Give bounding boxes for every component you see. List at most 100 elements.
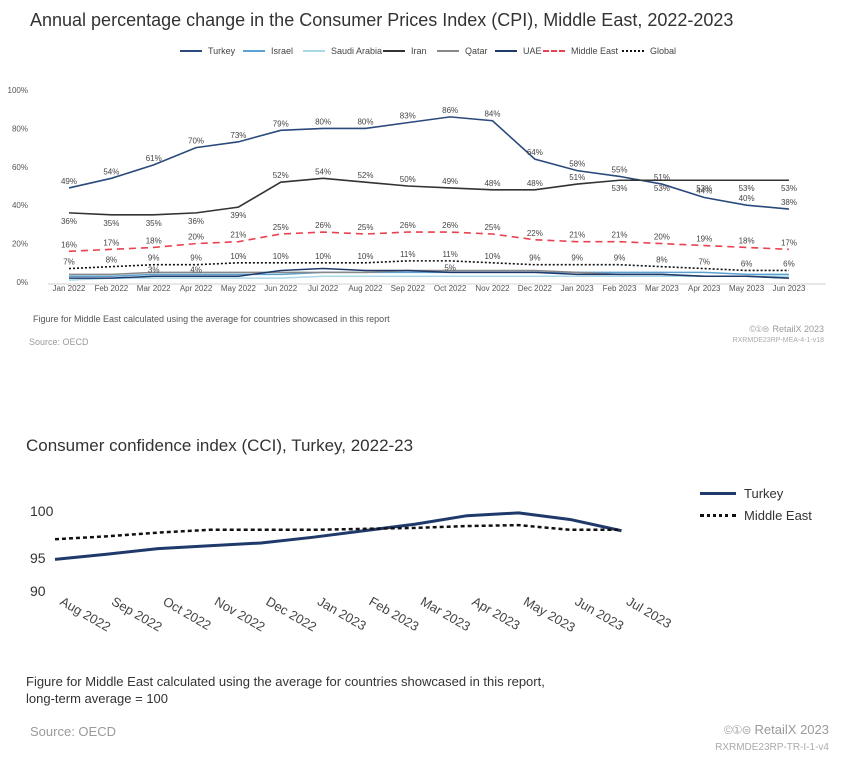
data-label: 22% xyxy=(527,229,543,238)
chart2-legend: Turkey Middle East xyxy=(700,482,812,526)
data-label: 5% xyxy=(444,263,456,272)
data-label: 19% xyxy=(696,235,712,244)
data-label: 21% xyxy=(612,231,628,240)
x-tick-label: Apr 2023 xyxy=(688,284,721,293)
data-label: 17% xyxy=(781,238,797,247)
data-label: 49% xyxy=(61,177,77,186)
data-label: 52% xyxy=(273,171,289,180)
chart2-brand: ©①⊜ RetailX 2023 RXRMDE23RP-TR-I-1-v4 xyxy=(715,721,829,757)
x-tick-label: Jul 2022 xyxy=(308,284,339,293)
data-label: 48% xyxy=(484,179,500,188)
data-label: 21% xyxy=(569,231,585,240)
chart1-brand: ©①⊜ RetailX 2023 RXRMDE23RP-MEA-4-1-v18 xyxy=(733,323,824,347)
data-label: 53% xyxy=(612,184,628,193)
x-tick-label: Nov 2022 xyxy=(475,284,510,293)
legend-swatch xyxy=(180,50,202,52)
legend-swatch xyxy=(700,491,736,495)
x-tick-label: Sep 2022 xyxy=(391,284,426,293)
data-label: 7% xyxy=(63,258,75,267)
series-line-saudi-arabia xyxy=(68,275,789,281)
legend-swatch xyxy=(303,50,325,52)
legend-label: Middle East xyxy=(744,507,812,523)
series-line-turkey xyxy=(68,116,790,210)
chart2-code: RXRMDE23RP-TR-I-1-v4 xyxy=(715,742,829,753)
data-label: 58% xyxy=(569,160,585,169)
legend-item: Qatar xyxy=(437,46,488,56)
legend-item: Israel xyxy=(243,46,293,56)
x-tick-label: Jan 2023 xyxy=(561,284,594,293)
data-label: 36% xyxy=(61,217,77,226)
x-tick-label: Mar 2023 xyxy=(645,284,679,293)
y-tick-label: 95 xyxy=(30,550,46,566)
chart2-source: Source: OECD xyxy=(30,724,116,739)
data-label: 40% xyxy=(739,194,755,203)
data-label: 9% xyxy=(529,254,541,263)
data-label: 26% xyxy=(315,221,331,230)
data-label: 18% xyxy=(146,236,162,245)
creative-commons-icon: ©①⊜ xyxy=(749,324,769,334)
data-label: 79% xyxy=(273,119,289,128)
data-label: 36% xyxy=(188,217,204,226)
chart1-plot: 0% 20% 40% 60% 80% 100% Jan 2022 Feb 2022 Mar 20… xyxy=(8,86,826,293)
legend-label: UAE xyxy=(523,46,542,56)
data-label: 11% xyxy=(442,250,457,259)
x-tick-label: Apr 2022 xyxy=(180,284,213,293)
legend-item: Global xyxy=(622,46,676,56)
x-tick-label: Aug 2022 xyxy=(348,284,383,293)
x-tick-label: May 2023 xyxy=(521,594,578,636)
data-label: 25% xyxy=(273,223,289,232)
data-label: 6% xyxy=(783,259,795,268)
data-label: 55% xyxy=(612,165,628,174)
data-label: 9% xyxy=(614,254,626,263)
data-label: 52% xyxy=(357,171,373,180)
legend-swatch xyxy=(383,50,405,52)
data-label: 7% xyxy=(698,258,710,267)
y-tick-label: 60% xyxy=(12,163,28,172)
data-label: 8% xyxy=(106,256,118,265)
data-label: 80% xyxy=(315,117,331,126)
data-label: 3% xyxy=(148,265,160,274)
chart2-note-line2: long-term average = 100 xyxy=(26,691,169,706)
y-tick-label: 100% xyxy=(8,86,28,95)
chart1-brand-name: RetailX 2023 xyxy=(772,324,824,334)
series-line-israel xyxy=(69,271,789,277)
data-label: 44% xyxy=(696,187,712,196)
data-label: 26% xyxy=(400,221,416,230)
data-label: 80% xyxy=(357,117,373,126)
legend-item: Middle East xyxy=(700,504,812,526)
data-label: 70% xyxy=(188,137,204,146)
chart1-title: Annual percentage change in the Consumer… xyxy=(30,10,734,30)
data-label: 9% xyxy=(571,254,583,263)
data-label: 20% xyxy=(654,233,670,242)
data-label: 51% xyxy=(654,173,670,182)
data-label: 18% xyxy=(739,236,755,245)
data-label: 10% xyxy=(230,252,246,261)
data-label: 39% xyxy=(230,211,246,220)
data-label: 53% xyxy=(696,184,712,193)
legend-swatch xyxy=(622,50,644,52)
data-label: 17% xyxy=(103,238,119,247)
legend-label: Turkey xyxy=(208,46,236,56)
x-tick-label: Apr 2023 xyxy=(470,594,523,633)
legend-label: Israel xyxy=(271,46,294,56)
data-label: 10% xyxy=(273,252,289,261)
series-line-middle-east xyxy=(54,523,622,541)
x-tick-label: Dec 2022 xyxy=(264,594,320,635)
data-label: 49% xyxy=(442,177,458,186)
chart2-brand-name: RetailX 2023 xyxy=(754,722,829,737)
series-line-turkey xyxy=(54,511,622,561)
x-tick-label: Oct 2022 xyxy=(161,594,214,633)
chart1-note: Figure for Middle East calculated using … xyxy=(33,314,390,324)
x-tick-label: Mar 2023 xyxy=(418,594,473,634)
data-label: 86% xyxy=(442,106,458,115)
data-label: 16% xyxy=(61,240,77,249)
y-tick-label: 100 xyxy=(30,503,54,519)
series-line-middle-east xyxy=(68,231,789,253)
data-label: 83% xyxy=(400,112,416,121)
data-label: 25% xyxy=(484,223,500,232)
legend-item: Saudi Arabia xyxy=(303,46,382,56)
legend-label: Turkey xyxy=(744,485,784,501)
data-label: 53% xyxy=(739,184,755,193)
data-label: 20% xyxy=(188,233,204,242)
